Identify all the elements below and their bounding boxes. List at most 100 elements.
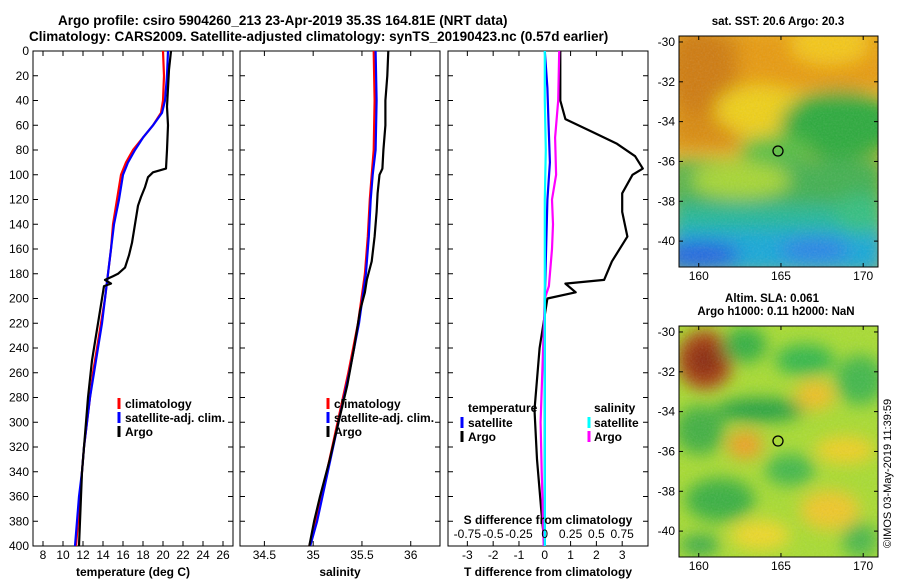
s-tick-label: 0.25	[559, 527, 583, 541]
x-axis-label: T difference from climatology	[464, 565, 632, 579]
depth-tick-label: 160	[9, 242, 29, 256]
legend-entry: satellite-adj. clim.	[125, 411, 225, 425]
x-tick-label: 14	[96, 548, 110, 562]
s-tick-label: -0.25	[505, 527, 533, 541]
map-lon-label: 170	[853, 269, 873, 283]
x-tick-label: 16	[116, 548, 130, 562]
difference-panel: -3 -2 -1 0 1 2 3 T difference from climatology S…	[447, 50, 649, 579]
s-tick-label: 0.5	[588, 527, 605, 541]
x-tick-label: 0	[541, 548, 548, 562]
legend-entry: satellite	[468, 416, 513, 430]
x-axis-label: temperature (deg C)	[76, 565, 190, 579]
map-lat-label: -30	[658, 35, 676, 49]
plot-area	[533, 51, 644, 546]
legend-entry: climatology	[334, 397, 401, 411]
depth-tick-label: 340	[9, 465, 29, 479]
plot-frame	[32, 50, 234, 547]
imos-credit: ©IMOS 03-May-2019 11:39:59	[882, 399, 894, 548]
x-tick-label: 36	[404, 548, 418, 562]
legend-entry: satellite	[594, 416, 639, 430]
depth-tick-label: 0	[22, 44, 29, 58]
figure-title-line2: Climatology: CARS2009. Satellite-adjuste…	[29, 29, 608, 44]
depth-tick-label: 320	[9, 440, 29, 454]
x-tick-label: 2	[593, 548, 600, 562]
argo-line	[308, 51, 390, 546]
x-tick-label: 1	[567, 548, 574, 562]
satellite-adj-clim-line	[309, 51, 378, 546]
x-tick-label: 26	[216, 548, 230, 562]
x-tick-label: 20	[156, 548, 170, 562]
depth-tick-label: 220	[9, 316, 29, 330]
argo-line	[77, 51, 173, 546]
depth-tick-label: 100	[9, 168, 29, 182]
satellite-adj-clim-line	[73, 51, 170, 546]
x-tick-label: -2	[488, 548, 499, 562]
figure-title-line1: Argo profile: csiro 5904260_213 23-Apr-2…	[58, 13, 507, 28]
map-lon-label: 165	[771, 559, 791, 573]
map-lat-label: -38	[658, 194, 676, 208]
salinity-panel: 34.5 35 35.5 36 salinity climatologysatellite…	[239, 50, 441, 579]
map-lon-label: 170	[853, 559, 873, 573]
legend-entry: Argo	[468, 430, 496, 444]
climatology-line	[74, 51, 166, 546]
x-tick-label: 24	[196, 548, 210, 562]
x-tick-label: 18	[136, 548, 150, 562]
s-tick-label: -0.5	[483, 527, 504, 541]
legend-entry: climatology	[125, 397, 192, 411]
map-lon-label: 165	[771, 269, 791, 283]
legend-entry: Argo	[594, 430, 622, 444]
legend-entry: satellite-adj. clim.	[334, 411, 434, 425]
x-tick-label: 10	[56, 548, 70, 562]
map-lat-label: -32	[658, 365, 676, 379]
x-tick-label: 12	[76, 548, 90, 562]
x-tick-label: -1	[514, 548, 525, 562]
depth-tick-label: 200	[9, 292, 29, 306]
x-tick-label: 35	[306, 548, 320, 562]
x-tick-label: 35.5	[350, 548, 374, 562]
sla-map-title: Altim. SLA: 0.061	[725, 293, 820, 305]
x-tick-label: 3	[619, 548, 626, 562]
s-tick-label: -0.75	[454, 527, 482, 541]
depth-tick-label: 240	[9, 341, 29, 355]
map-lat-label: -32	[658, 75, 676, 89]
map-lat-label: -40	[658, 524, 676, 538]
climatology-line	[308, 51, 376, 546]
depth-tick-label: 180	[9, 267, 29, 281]
depth-tick-label: 60	[16, 118, 30, 132]
map-lat-label: -38	[658, 484, 676, 498]
depth-tick-label: 300	[9, 415, 29, 429]
map-lat-label: -34	[658, 405, 676, 419]
s-axis-label: S difference from climatology	[464, 513, 633, 527]
depth-tick-label: 40	[16, 94, 30, 108]
t-diff-argo-line	[533, 51, 644, 546]
temperature-panel: 0 20 40 60 80 100 120 140 160 180 200 220 240 260 280 3…	[9, 44, 234, 579]
legend-salinity-title: salinity	[594, 401, 636, 415]
depth-tick-label: 80	[16, 143, 30, 157]
depth-tick-label: 140	[9, 217, 29, 231]
argo-location-marker	[772, 145, 784, 157]
map-lat-label: -34	[658, 115, 676, 129]
legend-entry: Argo	[125, 425, 153, 439]
map-lon-label: 160	[689, 269, 709, 283]
legend-entry: Argo	[334, 425, 362, 439]
map-lat-label: -36	[658, 154, 676, 168]
map-lat-label: -40	[658, 234, 676, 248]
sla-map-subtitle: Argo h1000: 0.11 h2000: NaN	[697, 306, 854, 318]
x-axis-label: salinity	[319, 565, 361, 579]
sla-map-field	[679, 326, 878, 557]
map-lat-label: -36	[658, 444, 676, 458]
legend-temperature-title: temperature	[468, 401, 538, 415]
x-tick-label: 34.5	[253, 548, 277, 562]
sst-map-title: sat. SST: 20.6 Argo: 20.3	[712, 16, 845, 28]
x-tick-label: 8	[40, 548, 47, 562]
map-lat-label: -30	[658, 325, 676, 339]
depth-tick-label: 120	[9, 193, 29, 207]
depth-tick-label: 360	[9, 490, 29, 504]
sla-map: Altim. SLA: 0.061 Argo h1000: 0.11 h2000…	[658, 293, 879, 573]
s-tick-label: 0.75	[611, 527, 635, 541]
s-diff-satellite-line	[543, 51, 547, 546]
depth-tick-label: 20	[16, 69, 30, 83]
plot-frame	[239, 50, 441, 547]
depth-tick-label: 280	[9, 391, 29, 405]
